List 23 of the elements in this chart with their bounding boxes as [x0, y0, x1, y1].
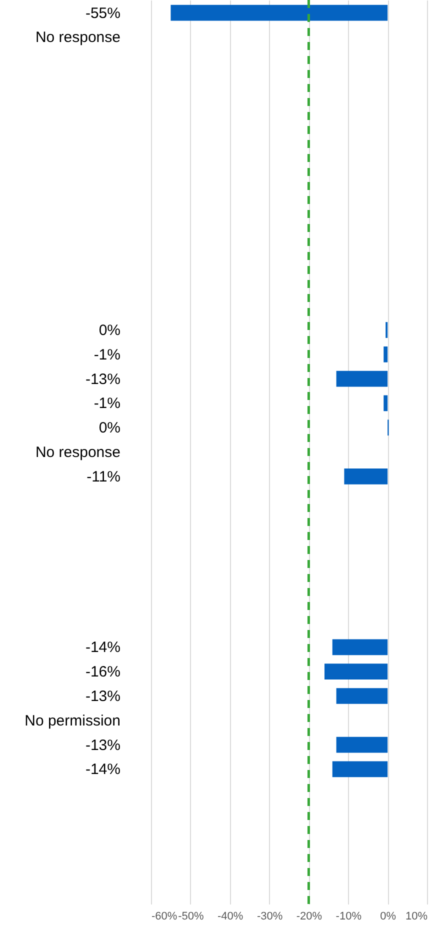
x-tick-label: -50%: [178, 910, 204, 922]
x-tick-label: -10%: [336, 910, 362, 922]
y-tick-label: No response: [35, 29, 120, 46]
y-tick-label: -1%: [94, 346, 120, 364]
y-tick-label: No permission: [24, 712, 120, 730]
y-tick-label: 0%: [98, 420, 120, 437]
x-tick-label: -60%: [152, 910, 178, 922]
y-tick-label: No response: [35, 444, 120, 461]
x-tick-label: -30%: [256, 910, 283, 922]
x-tick-label: 0%: [380, 910, 396, 922]
y-tick-label: 0%: [98, 322, 120, 340]
x-tick-label: -20%: [296, 910, 322, 922]
y-tick-label: -14%: [85, 761, 120, 778]
y-tick-label: -55%: [85, 4, 120, 22]
x-tick-label: 10%: [405, 910, 428, 922]
y-tick-label: -13%: [85, 688, 120, 705]
x-tick-label: -40%: [218, 910, 244, 922]
y-tick-label: -13%: [85, 736, 120, 754]
y-tick-label: -14%: [85, 639, 120, 656]
y-tick-label: -1%: [94, 395, 120, 412]
y-tick-label: -16%: [85, 664, 120, 681]
y-tick-label: -11%: [86, 468, 120, 486]
y-tick-label: -13%: [85, 370, 120, 388]
